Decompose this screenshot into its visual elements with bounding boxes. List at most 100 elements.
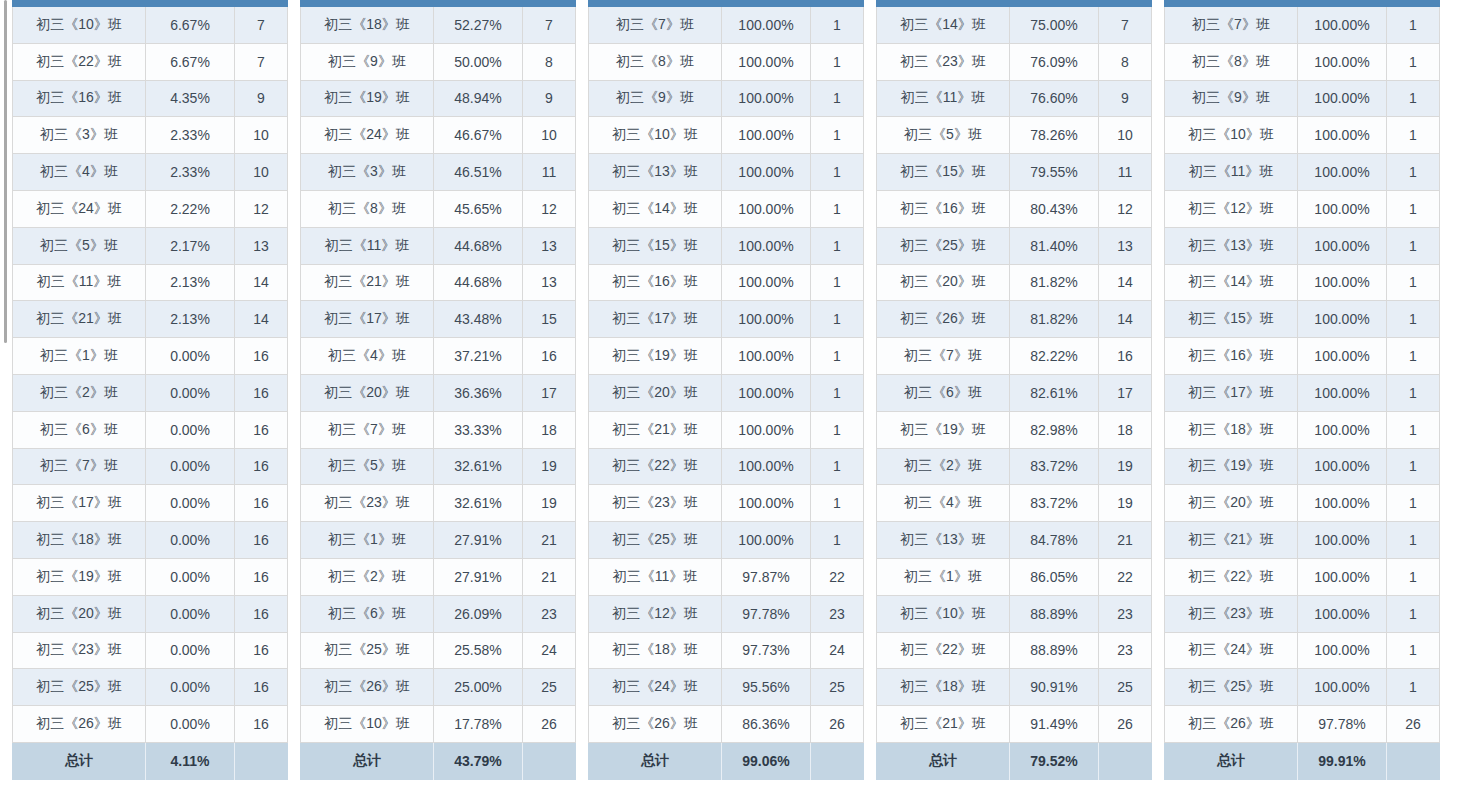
percent-cell: 86.05% <box>1010 559 1099 595</box>
table-row: 初三《22》班88.89%23 <box>877 633 1151 670</box>
percent-cell: 100.00% <box>1298 265 1387 301</box>
rank-cell: 7 <box>1099 7 1151 43</box>
percent-cell: 0.00% <box>146 485 235 521</box>
rank-cell: 1 <box>811 301 863 337</box>
percent-cell: 76.09% <box>1010 44 1099 80</box>
table-row: 初三《19》班100.00%1 <box>1165 449 1439 486</box>
table-row: 初三《19》班48.94%9 <box>301 81 575 118</box>
percent-cell: 17.78% <box>434 706 523 742</box>
class-name-cell: 初三《19》班 <box>1165 449 1298 485</box>
class-name-cell: 初三《12》班 <box>589 596 722 632</box>
percent-cell: 27.91% <box>434 522 523 558</box>
table-row: 初三《17》班100.00%1 <box>589 301 863 338</box>
class-name-cell: 初三《20》班 <box>589 375 722 411</box>
table-row: 初三《7》班82.22%16 <box>877 338 1151 375</box>
table-row: 初三《23》班32.61%19 <box>301 485 575 522</box>
table-row: 初三《15》班100.00%1 <box>1165 301 1439 338</box>
table-row: 初三《16》班4.35%9 <box>13 81 287 118</box>
percent-cell: 0.00% <box>146 449 235 485</box>
rank-cell: 1 <box>1387 7 1439 43</box>
rank-cell: 1 <box>811 228 863 264</box>
percent-cell: 79.55% <box>1010 154 1099 190</box>
percent-cell: 100.00% <box>722 301 811 337</box>
rank-cell: 23 <box>1099 596 1151 632</box>
table-total-row: 总计99.91% <box>1164 743 1440 780</box>
class-name-cell: 初三《10》班 <box>1165 117 1298 153</box>
percent-cell: 37.21% <box>434 338 523 374</box>
table-row: 初三《22》班100.00%1 <box>589 449 863 486</box>
percent-cell: 80.43% <box>1010 191 1099 227</box>
class-name-cell: 初三《24》班 <box>589 669 722 705</box>
percent-cell: 100.00% <box>722 338 811 374</box>
percent-cell: 100.00% <box>1298 301 1387 337</box>
rank-cell: 1 <box>811 522 863 558</box>
table-row: 初三《22》班100.00%1 <box>1165 559 1439 596</box>
percent-cell: 27.91% <box>434 559 523 595</box>
table-row: 初三《26》班81.82%14 <box>877 301 1151 338</box>
percent-cell: 100.00% <box>1298 338 1387 374</box>
percent-cell: 6.67% <box>146 44 235 80</box>
rank-cell: 19 <box>1099 485 1151 521</box>
table-row: 初三《23》班100.00%1 <box>589 485 863 522</box>
percent-cell: 82.98% <box>1010 412 1099 448</box>
rank-cell: 13 <box>523 228 575 264</box>
table-row: 初三《10》班100.00%1 <box>1165 117 1439 154</box>
table-row: 初三《2》班27.91%21 <box>301 559 575 596</box>
table-row: 初三《21》班100.00%1 <box>589 412 863 449</box>
table-header-bar <box>876 0 1152 7</box>
class-name-cell: 初三《26》班 <box>589 706 722 742</box>
class-name-cell: 初三《23》班 <box>877 44 1010 80</box>
class-name-cell: 初三《19》班 <box>877 412 1010 448</box>
rank-cell: 1 <box>1387 44 1439 80</box>
class-name-cell: 初三《24》班 <box>301 117 434 153</box>
table-row: 初三《6》班26.09%23 <box>301 596 575 633</box>
class-name-cell: 初三《5》班 <box>13 228 146 264</box>
rank-cell: 10 <box>523 117 575 153</box>
table-row: 初三《4》班37.21%16 <box>301 338 575 375</box>
percent-cell: 44.68% <box>434 228 523 264</box>
percent-cell: 100.00% <box>1298 449 1387 485</box>
percent-cell: 97.78% <box>722 596 811 632</box>
rank-cell: 19 <box>1099 449 1151 485</box>
rank-cell: 1 <box>1387 633 1439 669</box>
class-name-cell: 初三《11》班 <box>13 265 146 301</box>
class-name-cell: 初三《11》班 <box>877 81 1010 117</box>
percent-cell: 2.33% <box>146 154 235 190</box>
class-name-cell: 初三《18》班 <box>301 7 434 43</box>
class-name-cell: 初三《5》班 <box>877 117 1010 153</box>
rank-cell: 1 <box>811 412 863 448</box>
table-body: 初三《7》班100.00%1初三《8》班100.00%1初三《9》班100.00… <box>588 7 864 743</box>
table-row: 初三《17》班43.48%15 <box>301 301 575 338</box>
table-row: 初三《17》班0.00%16 <box>13 485 287 522</box>
percent-cell: 100.00% <box>722 449 811 485</box>
percent-cell: 100.00% <box>1298 228 1387 264</box>
rank-cell: 14 <box>1099 265 1151 301</box>
percent-cell: 2.13% <box>146 265 235 301</box>
table-row: 初三《11》班2.13%14 <box>13 265 287 302</box>
rank-cell: 1 <box>811 375 863 411</box>
percent-cell: 0.00% <box>146 706 235 742</box>
rank-cell: 14 <box>235 265 287 301</box>
percent-cell: 100.00% <box>1298 596 1387 632</box>
table-row: 初三《12》班97.78%23 <box>589 596 863 633</box>
class-name-cell: 初三《24》班 <box>13 191 146 227</box>
class-name-cell: 初三《17》班 <box>301 301 434 337</box>
table-row: 初三《9》班50.00%8 <box>301 44 575 81</box>
table-total-row: 总计79.52% <box>876 743 1152 780</box>
rank-cell: 1 <box>811 117 863 153</box>
rank-cell: 9 <box>235 81 287 117</box>
percent-cell: 25.58% <box>434 633 523 669</box>
percent-cell: 48.94% <box>434 81 523 117</box>
table-total-row: 总计99.06% <box>588 743 864 780</box>
rank-cell: 16 <box>235 596 287 632</box>
class-name-cell: 初三《24》班 <box>1165 633 1298 669</box>
rank-cell: 24 <box>523 633 575 669</box>
percent-cell: 97.78% <box>1298 706 1387 742</box>
rank-cell: 16 <box>235 449 287 485</box>
class-name-cell: 初三《21》班 <box>1165 522 1298 558</box>
class-ranking-table-2: 初三《18》班52.27%7初三《9》班50.00%8初三《19》班48.94%… <box>300 0 576 780</box>
class-name-cell: 初三《2》班 <box>877 449 1010 485</box>
vertical-scrollbar-thumb[interactable] <box>4 0 7 343</box>
class-ranking-table-1: 初三《10》班6.67%7初三《22》班6.67%7初三《16》班4.35%9初… <box>12 0 288 780</box>
rank-cell: 14 <box>235 301 287 337</box>
